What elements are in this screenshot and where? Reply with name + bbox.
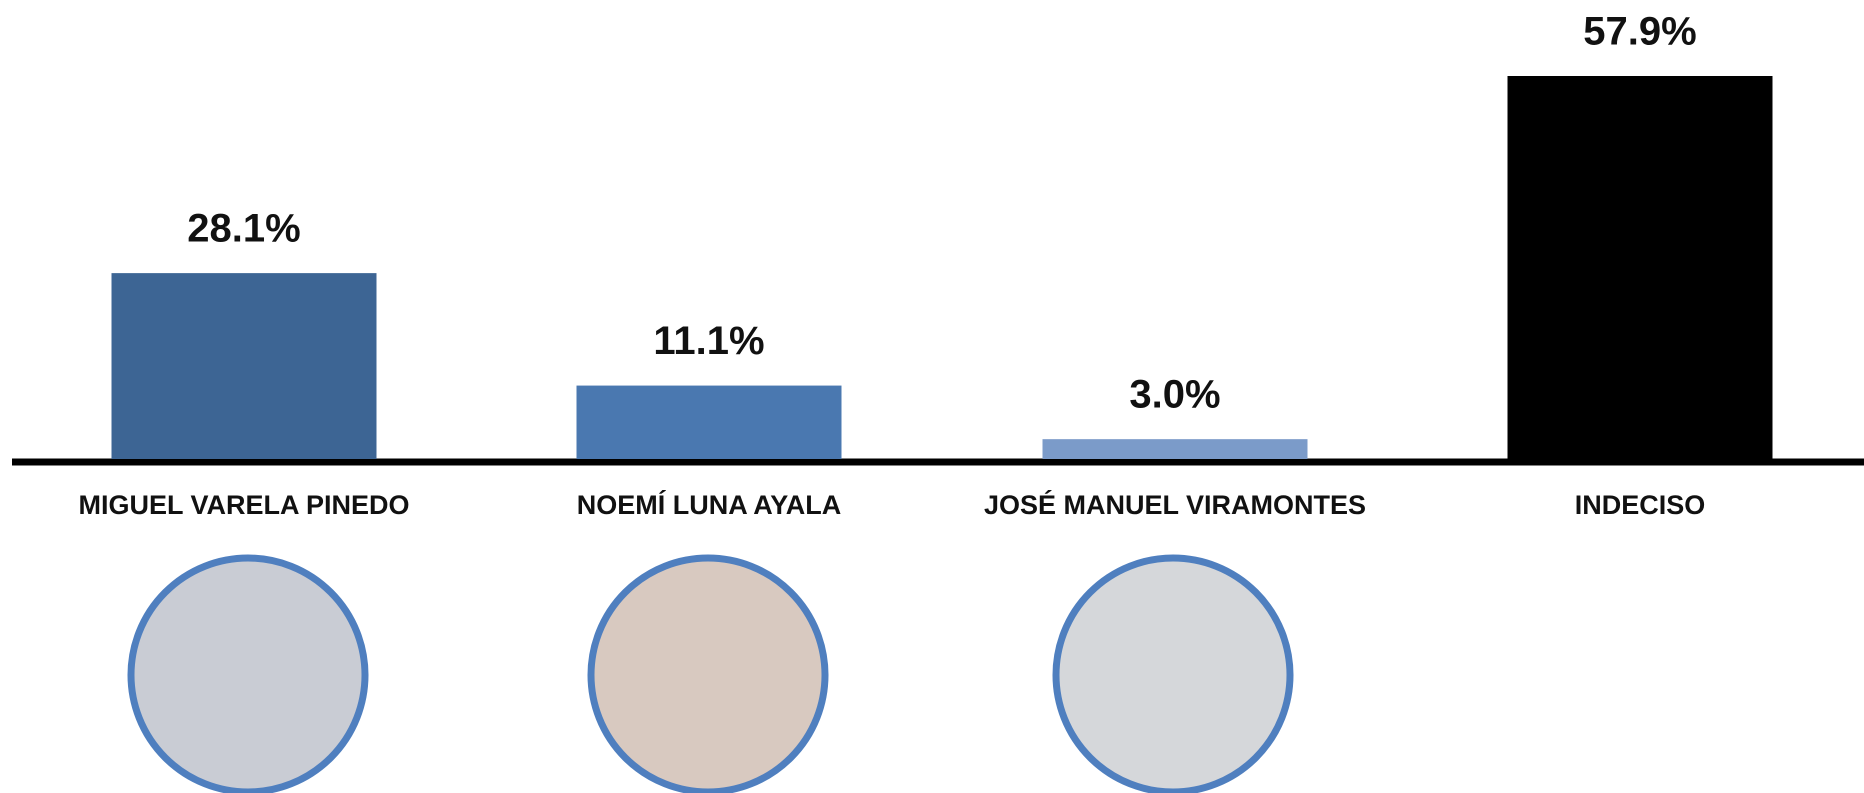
candidate-photo	[131, 558, 365, 792]
bar	[112, 273, 377, 459]
category-label: MIGUEL VARELA PINEDO	[78, 490, 409, 520]
value-label: 28.1%	[187, 207, 300, 251]
value-label: 3.0%	[1129, 373, 1220, 417]
bar	[1043, 439, 1308, 459]
value-label: 57.9%	[1583, 10, 1696, 54]
chart: 28.1% MIGUEL VARELA PINEDO 11.1% NOEMÍ LUNA…	[0, 0, 1864, 793]
photos	[131, 558, 1290, 792]
category-label: NOEMÍ LUNA AYALA	[577, 489, 842, 520]
bar	[1508, 76, 1773, 459]
bar	[577, 386, 842, 459]
category-label: JOSÉ MANUEL VIRAMONTES	[984, 489, 1366, 520]
candidate-photo	[1056, 558, 1290, 792]
category-label: INDECISO	[1575, 490, 1706, 520]
value-label: 11.1%	[653, 319, 764, 363]
candidate-photo	[591, 558, 825, 792]
page: 28.1% MIGUEL VARELA PINEDO 11.1% NOEMÍ LUNA…	[0, 0, 1864, 793]
